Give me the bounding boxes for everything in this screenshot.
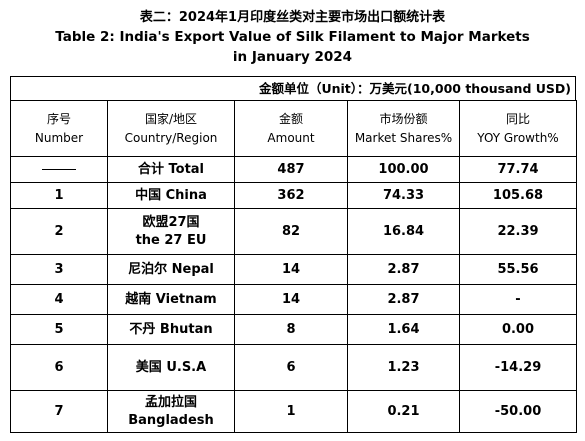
title-block: 表二：2024年1月印度丝类对主要市场出口额统计表 Table 2: India… [0,8,585,67]
amount-cell: 14 [234,254,348,285]
growth-cell: 22.39 [459,208,577,255]
header-amount-en: Amount [267,130,315,145]
region-cell: 欧盟27国 the 27 EU [107,208,235,255]
number-cell: 4 [10,284,108,315]
export-table: 序号 Number 国家/地区 Country/Region 金额 Amount… [10,100,577,433]
header-share: 市场份额 Market Shares% [347,100,460,157]
amount-cell: 8 [234,314,348,345]
title-english-line-2: in January 2024 [232,49,353,65]
number-cell: 2 [10,208,108,255]
total-growth-cell: 77.74 [459,156,577,183]
growth-cell: - [459,284,577,315]
header-amount-cn: 金额 [278,111,303,126]
table-row: 6 美国 U.S.A 6 1.23 -14.29 [10,344,577,391]
region-cn: 孟加拉国 [144,394,197,410]
header-region: 国家/地区 Country/Region [107,100,235,157]
header-share-cn: 市场份额 [379,111,428,126]
amount-cell: 82 [234,208,348,255]
region-en: the 27 EU [135,232,207,248]
region-cell: 越南 Vietnam [107,284,235,315]
share-cell: 0.21 [347,390,460,433]
share-cell: 16.84 [347,208,460,255]
share-cell: 2.87 [347,254,460,285]
growth-cell: 0.00 [459,314,577,345]
header-number: 序号 Number [10,100,108,157]
header-region-en: Country/Region [124,130,218,145]
title-english-line-1: Table 2: India's Export Value of Silk Fi… [55,29,530,45]
amount-cell: 1 [234,390,348,433]
total-region-cell: 合计 Total [107,156,235,183]
share-cell: 1.64 [347,314,460,345]
header-growth: 同比 YOY Growth% [459,100,577,157]
amount-cell: 14 [234,284,348,315]
share-cell: 2.87 [347,284,460,315]
header-growth-cn: 同比 [505,111,530,126]
region-cell: 中国 China [107,182,235,209]
header-number-en: Number [34,130,84,145]
table-row: 7 孟加拉国 Bangladesh 1 0.21 -50.00 [10,390,577,433]
number-cell: 7 [10,390,108,433]
dash-divider [42,168,76,170]
total-share-cell: 100.00 [347,156,460,183]
region-cell: 美国 U.S.A [107,344,235,391]
table-row-total: 合计 Total 487 100.00 77.74 [10,156,577,183]
header-region-cn: 国家/地区 [144,111,198,126]
number-cell: 3 [10,254,108,285]
header-share-en: Market Shares% [354,130,453,145]
table-row: 5 不丹 Bhutan 8 1.64 0.00 [10,314,577,345]
table-row: 1 中国 China 362 74.33 105.68 [10,182,577,209]
amount-cell: 6 [234,344,348,391]
region-cell: 尼泊尔 Nepal [107,254,235,285]
region-cell: 不丹 Bhutan [107,314,235,345]
table-header-row: 序号 Number 国家/地区 Country/Region 金额 Amount… [10,100,577,157]
growth-cell: -14.29 [459,344,577,391]
growth-cell: 105.68 [459,182,577,209]
growth-cell: -50.00 [459,390,577,433]
header-amount: 金额 Amount [234,100,348,157]
header-number-cn: 序号 [46,111,71,126]
growth-cell: 55.56 [459,254,577,285]
number-cell: 1 [10,182,108,209]
unit-note: 金额单位（Unit）：万美元(10,000 thousand USD) [10,76,576,100]
region-cn: 欧盟27国 [142,214,200,230]
table-row: 3 尼泊尔 Nepal 14 2.87 55.56 [10,254,577,285]
region-cell: 孟加拉国 Bangladesh [107,390,235,433]
title-chinese: 表二：2024年1月印度丝类对主要市场出口额统计表 [139,10,446,25]
total-number-cell [10,156,108,183]
total-amount-cell: 487 [234,156,348,183]
number-cell: 6 [10,344,108,391]
amount-cell: 362 [234,182,348,209]
table-row: 4 越南 Vietnam 14 2.87 - [10,284,577,315]
region-en: Bangladesh [128,412,214,428]
number-cell: 5 [10,314,108,345]
table-row: 2 欧盟27国 the 27 EU 82 16.84 22.39 [10,208,577,255]
share-cell: 1.23 [347,344,460,391]
share-cell: 74.33 [347,182,460,209]
header-growth-en: YOY Growth% [477,130,559,145]
